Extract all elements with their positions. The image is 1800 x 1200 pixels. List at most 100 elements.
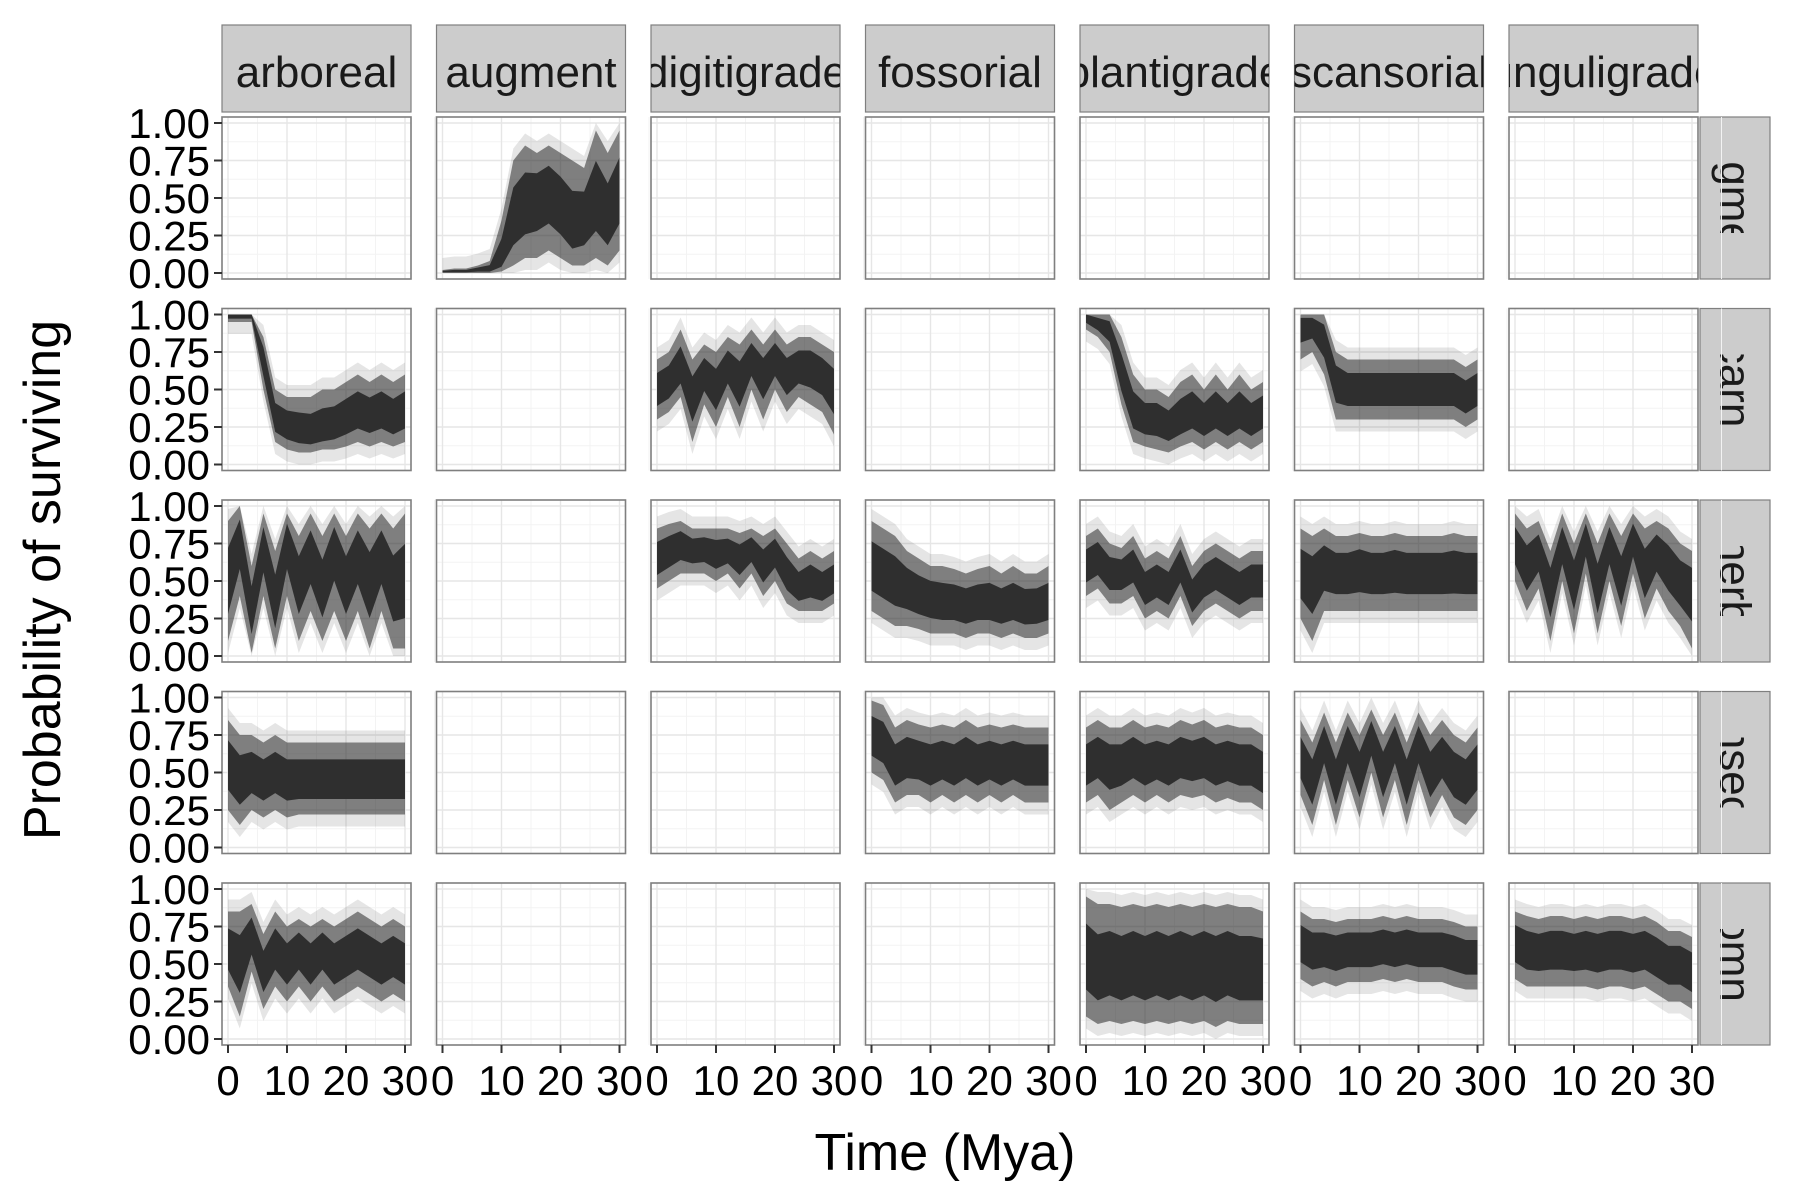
y-tick-label: 0.00 xyxy=(128,1016,210,1063)
panel-border xyxy=(435,882,627,1046)
panel-border xyxy=(435,116,627,280)
y-tick-label: 0.75 xyxy=(128,712,210,759)
facet-panel xyxy=(650,307,864,472)
core-band xyxy=(657,343,834,422)
panel-border xyxy=(1508,882,1699,1046)
y-tick-label: 0.00 xyxy=(128,825,210,872)
x-tick-label: 10 xyxy=(907,1057,954,1104)
column-strip-label: scansorial xyxy=(1290,48,1488,97)
x-tick-label: 0 xyxy=(431,1057,454,1104)
column-strip-label: digitigrade xyxy=(644,48,847,97)
y-tick-label: 0.00 xyxy=(128,250,210,297)
x-tick-label: 0 xyxy=(1074,1057,1097,1104)
x-tick-label: 20 xyxy=(1610,1057,1657,1104)
core-band xyxy=(871,541,1049,625)
facet-panel: 0 10 20 30 xyxy=(860,882,1079,1104)
column-strip: unguligrade xyxy=(1489,24,1719,113)
facet-panel xyxy=(1293,690,1508,855)
x-tick-label: 20 xyxy=(537,1057,584,1104)
column-strip: plantigrade xyxy=(1079,24,1270,113)
core-band xyxy=(228,314,405,445)
core-band xyxy=(1300,545,1478,614)
row-strip-background xyxy=(1699,116,1771,280)
panel-border xyxy=(1508,690,1699,855)
core-band xyxy=(228,740,405,805)
x-tick-label: 10 xyxy=(264,1057,311,1104)
x-tick-label: 10 xyxy=(478,1057,525,1104)
facet-panel xyxy=(864,116,1079,280)
facet-panel: 0.000.250.500.751.00 0 10 20 30 xyxy=(128,866,435,1104)
core-band xyxy=(228,519,405,635)
y-tick-label: 0.00 xyxy=(128,633,210,680)
panel-border xyxy=(864,499,1056,663)
y-tick-label: 0.25 xyxy=(128,404,210,451)
column-strip-label: unguligrade xyxy=(1489,48,1719,97)
x-tick-label: 30 xyxy=(596,1057,643,1104)
row-strip: omni xyxy=(1699,882,1771,1046)
core-band xyxy=(1086,736,1263,794)
panel-border xyxy=(1079,882,1270,1046)
core-band xyxy=(1515,925,1692,993)
x-tick-label: 20 xyxy=(323,1057,370,1104)
column-strip: augment xyxy=(435,24,627,113)
panel-border xyxy=(650,499,841,663)
x-tick-label: 20 xyxy=(1181,1057,1228,1104)
core-band xyxy=(1300,925,1478,975)
row-strip-background xyxy=(1699,499,1771,663)
panel-border xyxy=(650,307,841,472)
core-band xyxy=(657,531,834,601)
y-tick-label: 1.00 xyxy=(128,675,210,722)
panel-border xyxy=(1079,690,1270,855)
facet-panel xyxy=(1079,499,1293,663)
core-band xyxy=(871,716,1049,786)
core-band xyxy=(228,917,405,993)
panel-border xyxy=(1508,116,1699,280)
facet-panel xyxy=(1508,307,1722,472)
x-tick-label: 0 xyxy=(1503,1057,1526,1104)
facet-panel xyxy=(435,690,650,855)
column-strip-background xyxy=(650,24,841,113)
y-tick-label: 1.00 xyxy=(128,100,210,147)
facet-panel xyxy=(864,307,1079,472)
core-band xyxy=(1300,721,1478,805)
core-band xyxy=(1086,542,1263,613)
facet-panel xyxy=(1508,499,1722,663)
facet-panel: 0 10 20 30 xyxy=(645,882,864,1104)
facet-panel xyxy=(650,690,864,855)
facet-panel: 0.000.250.500.751.00 xyxy=(128,100,435,297)
x-tick-label: 0 xyxy=(860,1057,883,1104)
row-strip: carni xyxy=(1699,307,1771,472)
row-strip: insect xyxy=(1699,690,1771,855)
y-axis-title: Probability of surviving xyxy=(14,320,72,840)
panel-border xyxy=(650,690,841,855)
panel-border xyxy=(1293,499,1485,663)
y-tick-label: 1.00 xyxy=(128,292,210,339)
y-tick-label: 0.75 xyxy=(128,138,210,185)
column-strip-background xyxy=(435,24,627,113)
x-tick-label: 30 xyxy=(1669,1057,1716,1104)
facet-panel: 0 10 20 30 xyxy=(1503,882,1722,1104)
x-tick-label: 30 xyxy=(1025,1057,1072,1104)
facet-panel: 0.000.250.500.751.00 xyxy=(128,292,435,489)
facet-panel xyxy=(1079,307,1293,472)
column-strip: scansorial xyxy=(1290,24,1488,113)
y-tick-label: 0.25 xyxy=(128,213,210,260)
x-tick-label: 30 xyxy=(382,1057,429,1104)
y-tick-label: 0.75 xyxy=(128,904,210,951)
panel-border xyxy=(1508,499,1699,663)
y-tick-label: 0.75 xyxy=(128,521,210,568)
panel-border xyxy=(1293,116,1485,280)
facet-panel xyxy=(1508,690,1722,855)
y-tick-label: 0.50 xyxy=(128,175,210,222)
facet-panel xyxy=(864,690,1079,855)
row-strip-background xyxy=(1699,690,1771,855)
y-tick-label: 0.50 xyxy=(128,367,210,414)
panel-border xyxy=(864,307,1056,472)
facet-panel xyxy=(435,499,650,663)
facet-panel: 0 10 20 30 xyxy=(431,882,650,1104)
panel-border xyxy=(650,116,841,280)
x-tick-label: 20 xyxy=(966,1057,1013,1104)
core-band xyxy=(1086,923,1263,1002)
facet-panel xyxy=(435,307,650,472)
